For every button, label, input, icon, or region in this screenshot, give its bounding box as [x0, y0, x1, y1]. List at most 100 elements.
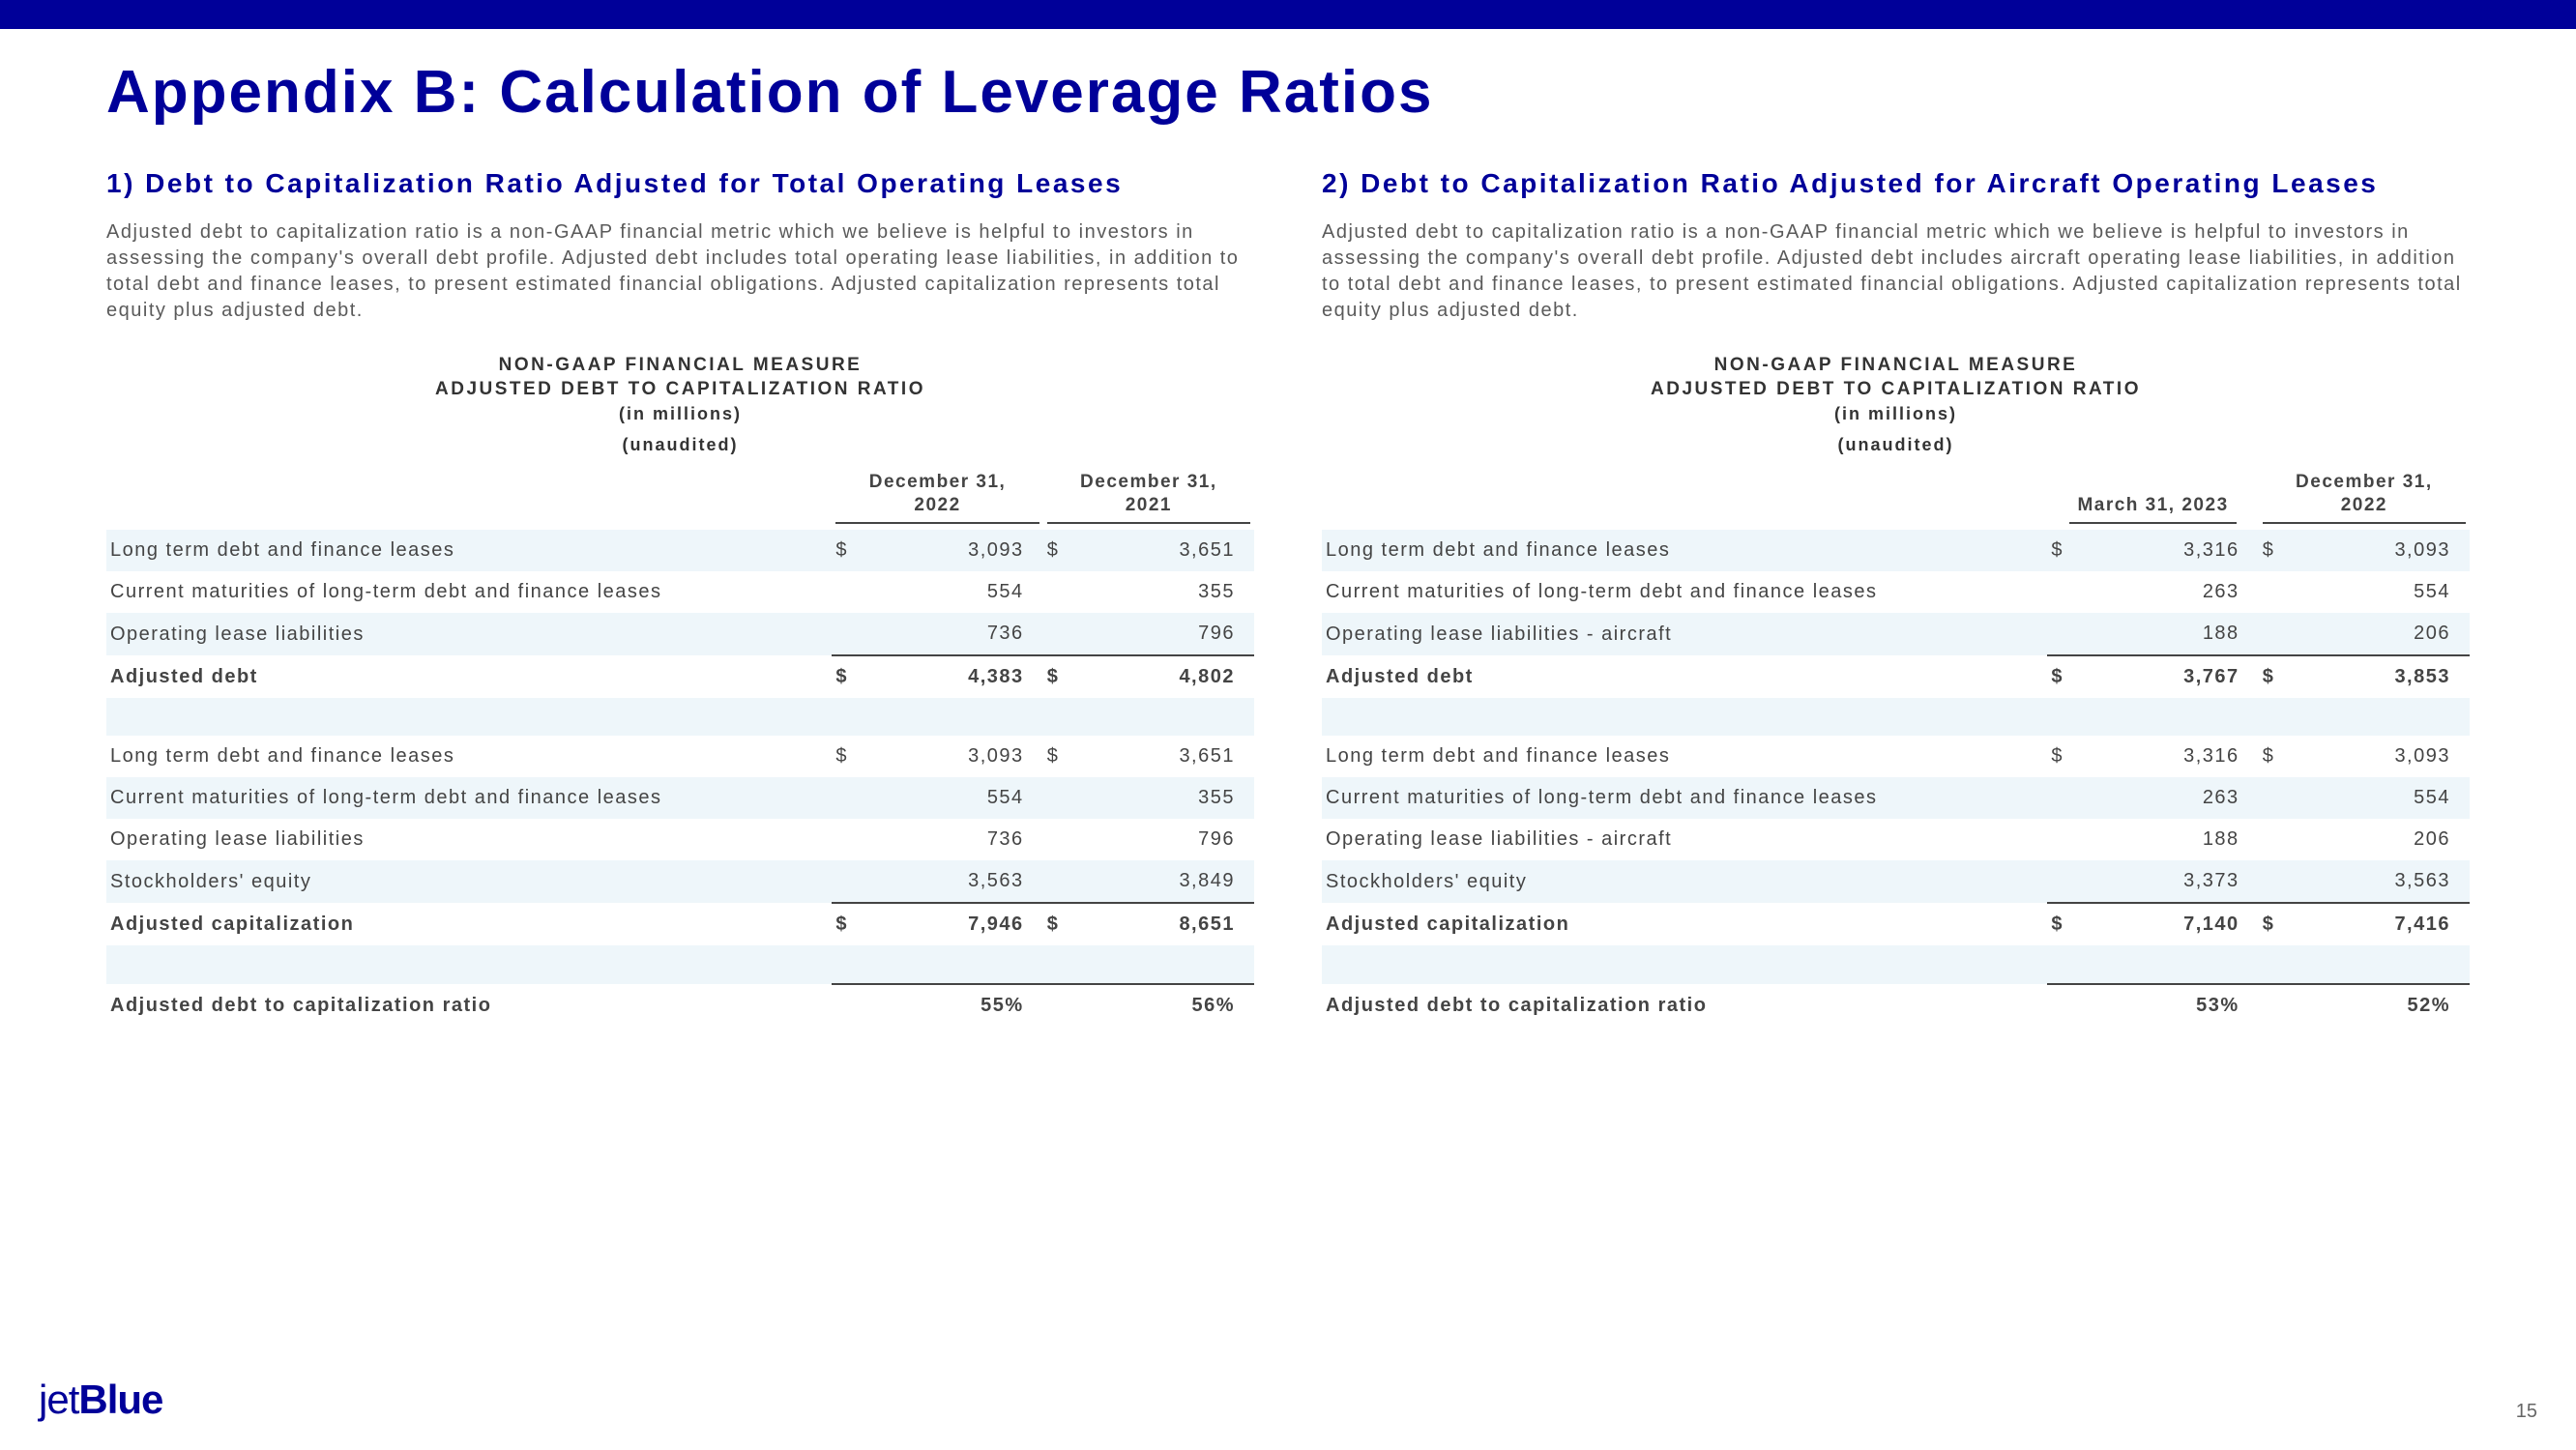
currency-symbol	[2047, 860, 2100, 903]
currency-symbol	[2047, 613, 2100, 655]
value-col1: 263	[2100, 571, 2259, 613]
value-col1: 3,316	[2100, 530, 2259, 571]
table-row: Current maturities of long-term debt and…	[1322, 777, 2470, 819]
value-col2: 355	[1096, 571, 1254, 613]
left-column: 1) Debt to Capitalization Ratio Adjusted…	[106, 165, 1254, 1027]
value-col1: 263	[2100, 777, 2259, 819]
value-col2: 3,651	[1096, 530, 1254, 571]
row-label: Adjusted capitalization	[106, 903, 832, 945]
currency-symbol: $	[2259, 655, 2312, 698]
value-col2: 554	[2311, 777, 2470, 819]
currency-symbol	[1043, 777, 1097, 819]
currency-symbol: $	[832, 655, 885, 698]
currency-symbol: $	[1043, 530, 1097, 571]
table-row: Current maturities of long-term debt and…	[106, 777, 1254, 819]
right-measure-line2: ADJUSTED DEBT TO CAPITALIZATION RATIO	[1322, 377, 2470, 402]
two-column-layout: 1) Debt to Capitalization Ratio Adjusted…	[106, 165, 2470, 1027]
row-label: Long term debt and finance leases	[1322, 530, 2047, 571]
value-col1: 55%	[885, 984, 1043, 1027]
table-row	[1322, 945, 2470, 984]
currency-symbol: $	[2047, 530, 2100, 571]
row-label: Current maturities of long-term debt and…	[1322, 777, 2047, 819]
value-col2: 56%	[1096, 984, 1254, 1027]
left-measure-line1: NON-GAAP FINANCIAL MEASURE	[106, 353, 1254, 378]
left-table: December 31, 2022 December 31, 2021 Long…	[106, 465, 1254, 1027]
value-col2: 206	[2311, 613, 2470, 655]
value-col2: 3,093	[2311, 736, 2470, 777]
value-col2: 3,651	[1096, 736, 1254, 777]
spacer-cell	[1322, 945, 2470, 984]
row-label: Operating lease liabilities - aircraft	[1322, 819, 2047, 860]
right-measure-line4: (unaudited)	[1322, 433, 2470, 456]
value-col1: 4,383	[885, 655, 1043, 698]
currency-symbol: $	[832, 736, 885, 777]
currency-symbol	[2259, 819, 2312, 860]
currency-symbol	[832, 819, 885, 860]
right-description: Adjusted debt to capitalization ratio is…	[1322, 219, 2470, 324]
table-row: Stockholders' equity3,3733,563	[1322, 860, 2470, 903]
currency-symbol	[1043, 613, 1097, 655]
currency-symbol	[2259, 984, 2312, 1027]
currency-symbol: $	[832, 530, 885, 571]
currency-symbol	[832, 777, 885, 819]
currency-symbol	[832, 860, 885, 903]
value-col1: 3,373	[2100, 860, 2259, 903]
currency-symbol: $	[2259, 903, 2312, 945]
page-title: Appendix B: Calculation of Leverage Rati…	[106, 58, 2470, 127]
table-row: Operating lease liabilities736796	[106, 819, 1254, 860]
left-measure-line3: (in millions)	[106, 402, 1254, 425]
currency-symbol: $	[1043, 655, 1097, 698]
row-label: Long term debt and finance leases	[106, 736, 832, 777]
row-label: Operating lease liabilities	[106, 613, 832, 655]
table-row: Long term debt and finance leases$3,093$…	[106, 530, 1254, 571]
currency-symbol: $	[2047, 655, 2100, 698]
table-row: Operating lease liabilities736796	[106, 613, 1254, 655]
value-col2: 206	[2311, 819, 2470, 860]
currency-symbol	[1043, 819, 1097, 860]
right-subtitle: 2) Debt to Capitalization Ratio Adjusted…	[1322, 165, 2470, 202]
row-label: Current maturities of long-term debt and…	[106, 571, 832, 613]
value-col1: 3,093	[885, 736, 1043, 777]
value-col2: 4,802	[1096, 655, 1254, 698]
value-col1: 7,946	[885, 903, 1043, 945]
table-row: Stockholders' equity3,5633,849	[106, 860, 1254, 903]
left-description: Adjusted debt to capitalization ratio is…	[106, 219, 1254, 324]
value-col1: 188	[2100, 613, 2259, 655]
right-measure-line3: (in millions)	[1322, 402, 2470, 425]
value-col2: 3,563	[2311, 860, 2470, 903]
value-col1: 3,563	[885, 860, 1043, 903]
currency-symbol	[1043, 984, 1097, 1027]
row-label: Adjusted debt to capitalization ratio	[106, 984, 832, 1027]
currency-symbol: $	[2047, 736, 2100, 777]
table-row: Operating lease liabilities - aircraft 18…	[1322, 819, 2470, 860]
value-col2: 796	[1096, 819, 1254, 860]
value-col1: 736	[885, 819, 1043, 860]
value-col2: 554	[2311, 571, 2470, 613]
value-col2: 3,093	[2311, 530, 2470, 571]
currency-symbol	[1043, 571, 1097, 613]
value-col1: 188	[2100, 819, 2259, 860]
left-col2-header: December 31, 2021	[1043, 465, 1254, 530]
row-label: Current maturities of long-term debt and…	[1322, 571, 2047, 613]
footer: jetBlue 15	[39, 1377, 2537, 1423]
row-label: Current maturities of long-term debt and…	[106, 777, 832, 819]
page-number: 15	[2516, 1401, 2537, 1423]
table-row: Adjusted debt$4,383$4,802	[106, 655, 1254, 698]
row-label: Operating lease liabilities - aircraft	[1322, 613, 2047, 655]
currency-symbol	[2259, 613, 2312, 655]
currency-symbol	[2047, 819, 2100, 860]
value-col2: 8,651	[1096, 903, 1254, 945]
value-col1: 736	[885, 613, 1043, 655]
currency-symbol	[2047, 777, 2100, 819]
right-col1-header: March 31, 2023	[2047, 465, 2258, 530]
top-bar	[0, 0, 2576, 29]
row-label: Adjusted debt to capitalization ratio	[1322, 984, 2047, 1027]
value-col1: 554	[885, 571, 1043, 613]
currency-symbol	[832, 613, 885, 655]
table-row: Adjusted debt to capitalization ratio53%…	[1322, 984, 2470, 1027]
currency-symbol	[2259, 860, 2312, 903]
currency-symbol	[2047, 571, 2100, 613]
spacer-cell	[106, 945, 1254, 984]
table-row	[1322, 698, 2470, 736]
row-label: Long term debt and finance leases	[1322, 736, 2047, 777]
